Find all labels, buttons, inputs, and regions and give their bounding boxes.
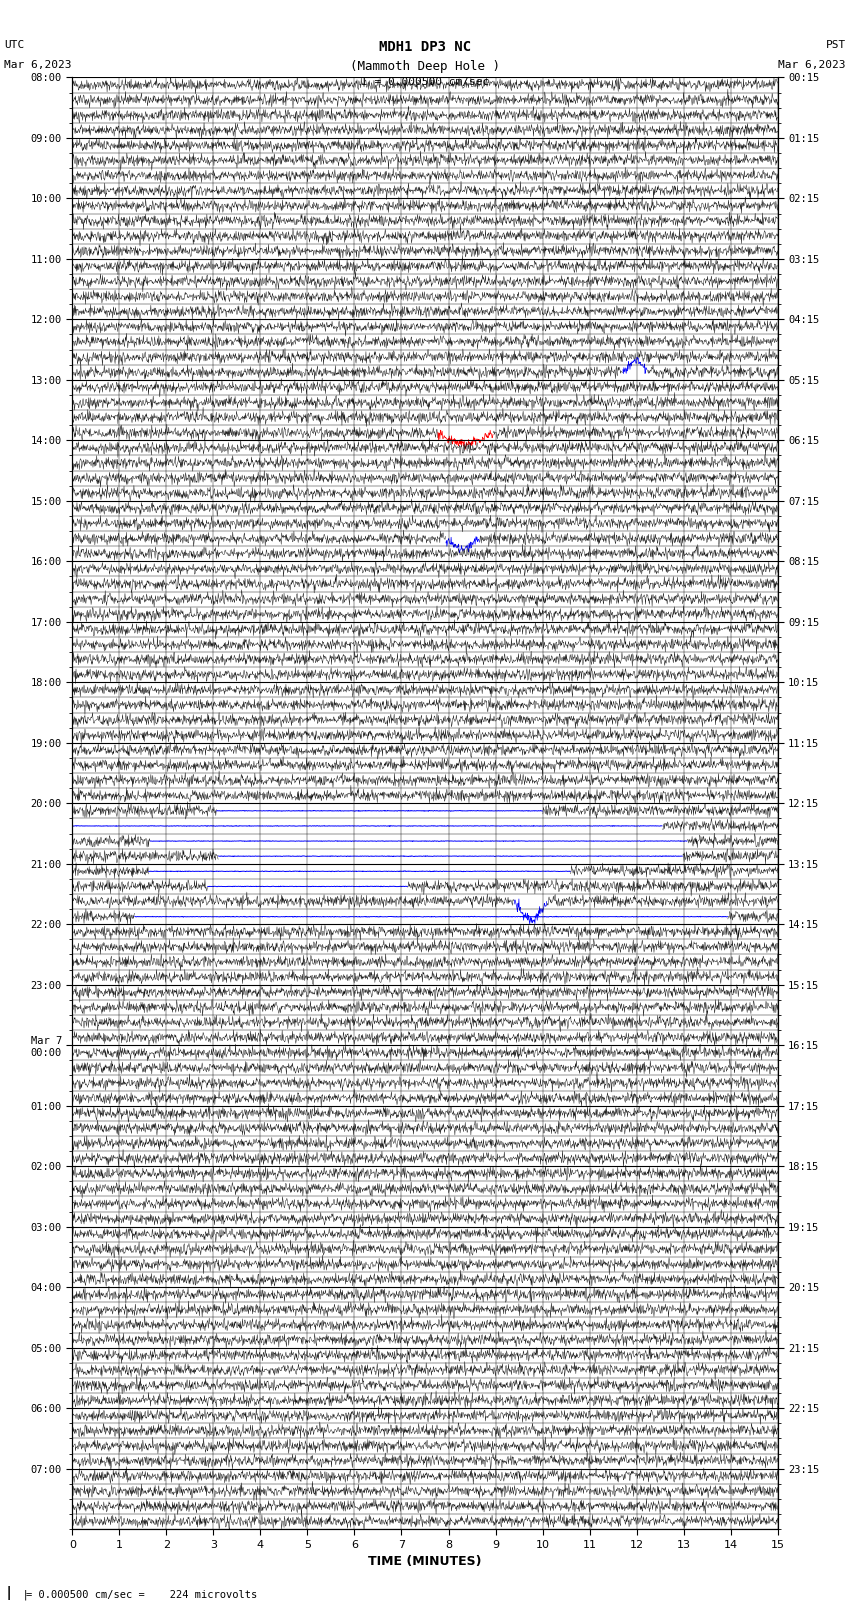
Text: |: | bbox=[4, 1586, 13, 1600]
Text: Mar 6,2023: Mar 6,2023 bbox=[4, 60, 71, 69]
X-axis label: TIME (MINUTES): TIME (MINUTES) bbox=[368, 1555, 482, 1568]
Text: I = 0.000500 cm/sec: I = 0.000500 cm/sec bbox=[361, 77, 489, 87]
Text: Mar 6,2023: Mar 6,2023 bbox=[779, 60, 846, 69]
Text: UTC: UTC bbox=[4, 40, 25, 50]
Text: = 0.000500 cm/sec =    224 microvolts: = 0.000500 cm/sec = 224 microvolts bbox=[26, 1590, 257, 1600]
Text: |: | bbox=[11, 1589, 29, 1600]
Text: PST: PST bbox=[825, 40, 846, 50]
Text: MDH1 DP3 NC: MDH1 DP3 NC bbox=[379, 40, 471, 55]
Text: (Mammoth Deep Hole ): (Mammoth Deep Hole ) bbox=[350, 60, 500, 73]
